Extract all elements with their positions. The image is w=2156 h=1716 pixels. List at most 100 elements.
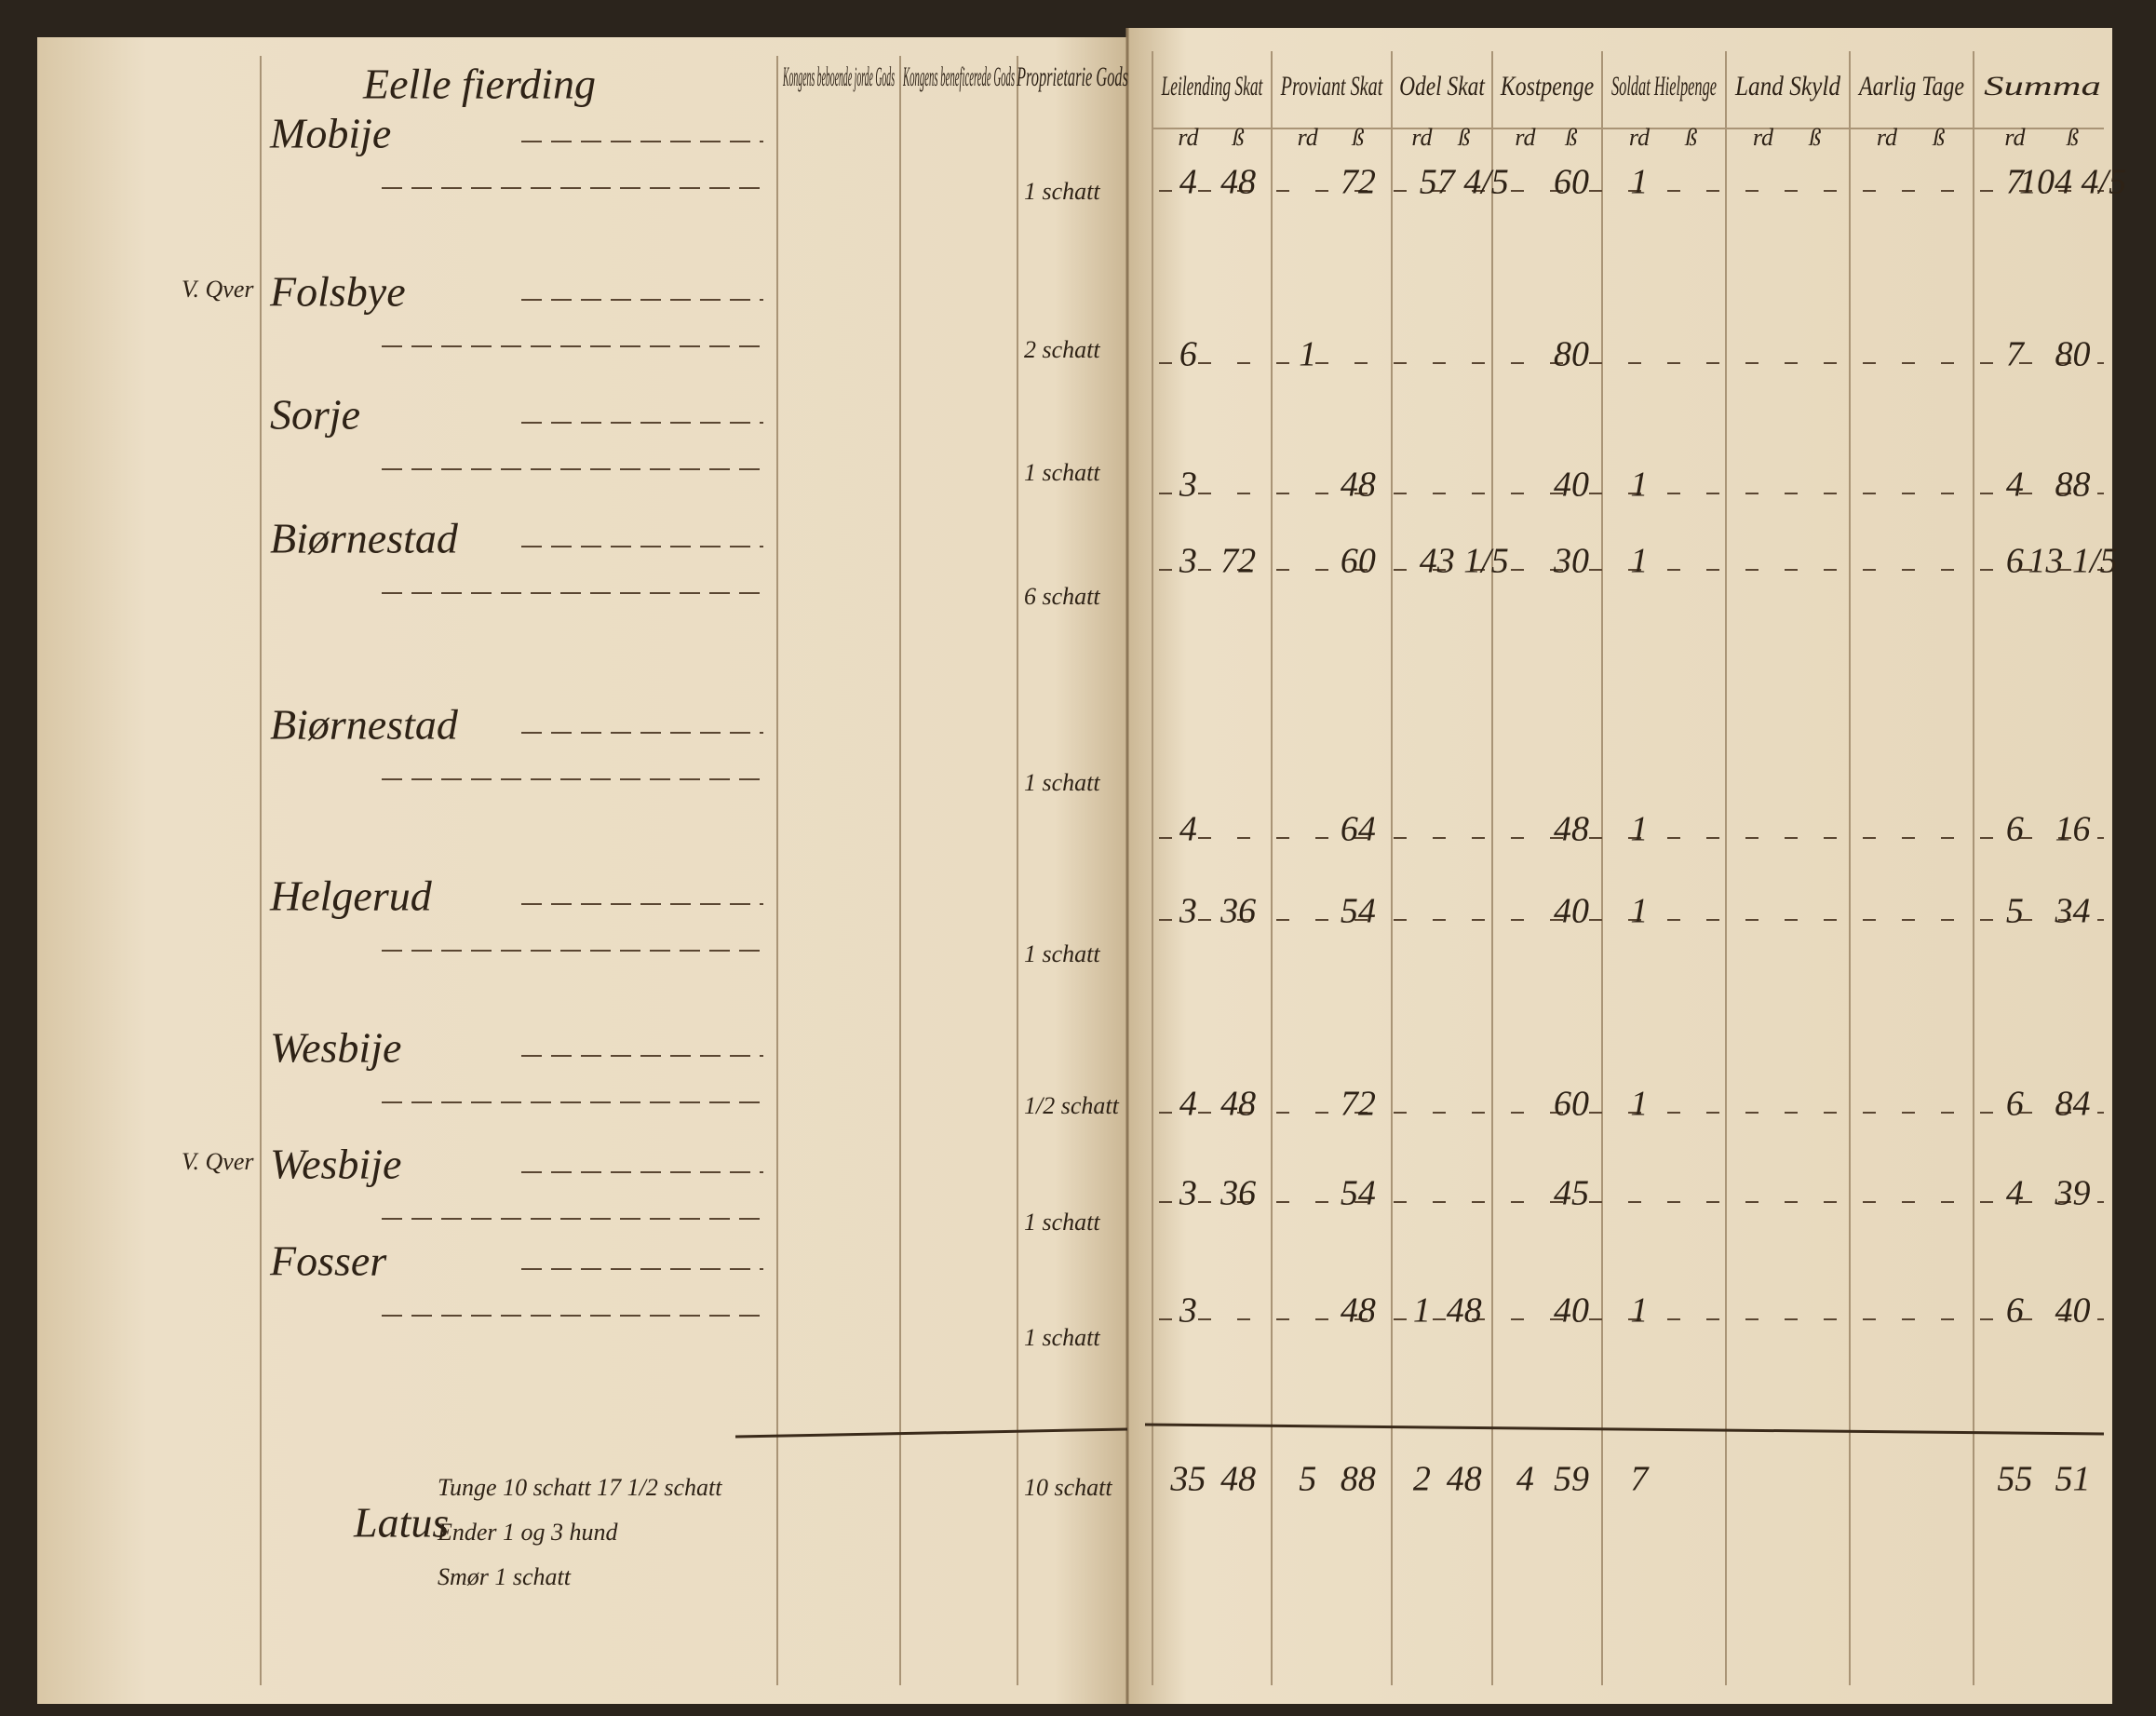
- farm-name: Folsbye: [269, 268, 406, 316]
- amount: 88: [1341, 1460, 1376, 1499]
- amount: 72: [1341, 163, 1376, 202]
- column-header: Summa: [1984, 71, 2101, 101]
- amount: 35: [1169, 1460, 1206, 1499]
- amount: 43 1/5: [1420, 542, 1509, 581]
- unit-label: ß: [1684, 124, 1697, 151]
- latus-label: Latus: [353, 1499, 449, 1547]
- unit-label: rd: [1298, 124, 1319, 151]
- amount: 48: [1341, 466, 1376, 505]
- column-header: Land Skyld: [1734, 71, 1841, 101]
- amount: 39: [2055, 1174, 2091, 1213]
- amount: 60: [1554, 1085, 1589, 1124]
- amount: 5: [2006, 892, 2024, 931]
- amount: 7: [2006, 163, 2026, 202]
- amount: 72: [1220, 542, 1256, 581]
- amount: 59: [1554, 1460, 1589, 1499]
- amount: 1: [1630, 466, 1648, 505]
- amount: 4: [1179, 810, 1197, 849]
- farm-name: Biørnestad: [270, 515, 459, 562]
- unit-label: rd: [1515, 124, 1536, 151]
- amount: 88: [2055, 466, 2091, 505]
- amount: 1: [1413, 1291, 1431, 1331]
- amount: 4: [2006, 1174, 2024, 1213]
- unit-label: rd: [1411, 124, 1433, 151]
- amount: 57 4/5: [1420, 163, 1509, 202]
- column-header: Kostpenge: [1500, 71, 1594, 101]
- title: Eelle fierding: [362, 61, 596, 108]
- amount: 48: [1447, 1460, 1482, 1499]
- amount: 6: [2006, 542, 2024, 581]
- proprietarie-value: 1 schatt: [1024, 459, 1100, 486]
- amount: 55: [1997, 1460, 2032, 1499]
- unit-label: ß: [1564, 124, 1577, 151]
- amount: 5: [1299, 1460, 1316, 1499]
- unit-label: rd: [1753, 124, 1774, 151]
- amount: 1: [1630, 1085, 1648, 1124]
- amount: 40: [1554, 466, 1589, 505]
- farm-name: Helgerud: [269, 872, 433, 920]
- amount: 34: [2055, 892, 2091, 931]
- latus-line: Smør 1 schatt: [438, 1563, 572, 1590]
- amount: 45: [1554, 1174, 1589, 1213]
- amount: 6: [2006, 1291, 2024, 1331]
- amount: 48: [1554, 810, 1589, 849]
- farm-name: Sorje: [270, 391, 360, 439]
- amount: 3: [1179, 892, 1197, 931]
- amount: 1: [1630, 892, 1648, 931]
- unit-label: ß: [1457, 124, 1470, 151]
- amount: 54: [1341, 1174, 1376, 1213]
- amount: 80: [2055, 335, 2091, 374]
- proprietarie-value: 2 schatt: [1024, 336, 1100, 363]
- proprietarie-value: 1/2 schatt: [1024, 1092, 1120, 1119]
- amount: 4: [1516, 1460, 1534, 1499]
- amount: 48: [1220, 1460, 1256, 1499]
- amount: 3: [1179, 1174, 1197, 1213]
- column-header: Proprietarie Gods: [1016, 61, 1128, 92]
- unit-label: rd: [1178, 124, 1199, 151]
- latus-line: Ender 1 og 3 hund: [437, 1519, 619, 1546]
- amount: 4: [1179, 1085, 1197, 1124]
- column-header: Odel Skat: [1399, 71, 1485, 101]
- ruling: [260, 51, 2104, 1685]
- proprietarie-value: 1 schatt: [1024, 940, 1100, 967]
- amount: 40: [2055, 1291, 2091, 1331]
- amount: 48: [1220, 163, 1256, 202]
- amount: 6: [2006, 810, 2024, 849]
- total-rule: [1144, 1423, 2105, 1436]
- amount: 36: [1219, 892, 1256, 931]
- amount: 7: [2006, 335, 2026, 374]
- amount: 64: [1341, 810, 1376, 849]
- proprietarie-value: 1 schatt: [1024, 1209, 1100, 1236]
- amount: 1: [1299, 335, 1316, 374]
- latus-value: 10 schatt: [1024, 1474, 1112, 1501]
- amount: 51: [2055, 1460, 2091, 1499]
- latus-line: Tunge 10 schatt 17 1/2 schatt: [438, 1474, 722, 1501]
- amount: 2: [1413, 1460, 1431, 1499]
- unit-label: rd: [1877, 124, 1898, 151]
- amount: 6: [1179, 335, 1197, 374]
- amount: 3: [1179, 542, 1197, 581]
- amount: 1: [1630, 810, 1648, 849]
- margin-note: V. Qver: [182, 1148, 254, 1175]
- column-header: Soldat Hielpenge: [1611, 71, 1717, 101]
- right-page: [1127, 28, 2112, 1704]
- farm-name: Mobije: [269, 110, 391, 157]
- proprietarie-value: 1 schatt: [1024, 1324, 1100, 1351]
- proprietarie-value: 1 schatt: [1024, 178, 1100, 205]
- unit-label: ß: [1808, 124, 1821, 151]
- amount: 13 1/5: [2028, 542, 2118, 581]
- amount: 104 4/5: [2019, 163, 2126, 202]
- amount: 30: [1553, 542, 1589, 581]
- amount: 80: [1554, 335, 1589, 374]
- margin-note: V. Qver: [182, 276, 254, 303]
- amount: 4: [1179, 163, 1197, 202]
- amount: 1: [1630, 542, 1648, 581]
- total-rule: [734, 1427, 1128, 1439]
- amount: 48: [1341, 1291, 1376, 1331]
- amount: 60: [1341, 542, 1376, 581]
- amount: 40: [1554, 892, 1589, 931]
- column-header: Proviant Skat: [1280, 71, 1383, 101]
- unit-label: rd: [2004, 124, 2026, 151]
- column-header: Leilending Skat: [1161, 71, 1263, 101]
